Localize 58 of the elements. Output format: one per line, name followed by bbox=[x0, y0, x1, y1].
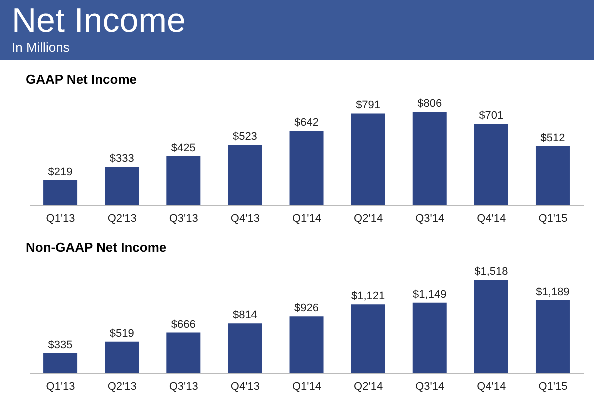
bar bbox=[166, 332, 201, 374]
bar bbox=[166, 156, 201, 206]
data-label: $642 bbox=[294, 117, 320, 130]
chart-title: Non-GAAP Net Income bbox=[25, 240, 168, 257]
x-tick-label: Q1'14 bbox=[292, 380, 322, 393]
data-label: $814 bbox=[232, 310, 258, 322]
data-label: $512 bbox=[540, 132, 566, 144]
data-label: $1,189 bbox=[536, 286, 570, 298]
data-label: $333 bbox=[110, 153, 134, 166]
data-label: $1,518 bbox=[474, 266, 508, 278]
data-label: $219 bbox=[48, 166, 73, 178]
x-tick-label: Q1'14 bbox=[292, 212, 322, 225]
bar bbox=[44, 353, 78, 374]
x-tick-label: Q1'13 bbox=[46, 212, 76, 225]
data-label: $335 bbox=[48, 339, 73, 352]
bar bbox=[290, 316, 324, 374]
data-label: $519 bbox=[110, 328, 134, 340]
bar bbox=[474, 124, 508, 206]
x-tick-label: Q3'14 bbox=[416, 380, 445, 393]
x-tick-label: Q3'13 bbox=[169, 380, 198, 393]
bar bbox=[228, 145, 262, 206]
data-label: $1,121 bbox=[351, 290, 386, 303]
x-tick-label: Q4'14 bbox=[477, 212, 506, 225]
x-tick-label: Q4'13 bbox=[230, 380, 260, 393]
x-tick-label: Q2'13 bbox=[108, 380, 137, 393]
chart-title: GAAP Net Income bbox=[25, 72, 138, 89]
x-tick-label: Q1'15 bbox=[538, 212, 568, 225]
x-tick-label: Q1'15 bbox=[538, 380, 568, 393]
x-tick-label: Q2'14 bbox=[354, 380, 384, 393]
bar bbox=[351, 304, 386, 374]
x-tick-label: Q2'14 bbox=[354, 212, 384, 225]
data-label: $666 bbox=[171, 318, 196, 331]
bar bbox=[44, 180, 78, 206]
bar bbox=[228, 324, 262, 374]
text: In Millions bbox=[12, 40, 71, 55]
bar bbox=[474, 280, 508, 374]
bar bbox=[290, 131, 324, 206]
bar bbox=[536, 146, 570, 206]
x-tick-label: Q3'13 bbox=[169, 212, 198, 225]
data-label: $523 bbox=[232, 131, 258, 144]
bar bbox=[351, 114, 386, 206]
data-label: $425 bbox=[171, 142, 196, 154]
bar bbox=[412, 112, 447, 206]
data-label: $1,149 bbox=[413, 288, 447, 301]
data-label: $926 bbox=[294, 302, 320, 315]
x-tick-label: Q3'14 bbox=[416, 212, 445, 225]
data-label: $806 bbox=[418, 98, 442, 110]
x-tick-label: Q2'13 bbox=[108, 212, 137, 225]
text: Net Income bbox=[12, 2, 187, 40]
bar bbox=[412, 302, 447, 374]
x-tick-label: Q1'13 bbox=[46, 380, 76, 393]
bar bbox=[105, 342, 140, 374]
data-label: $791 bbox=[356, 100, 381, 112]
bar bbox=[105, 167, 140, 206]
x-tick-label: Q4'14 bbox=[477, 380, 506, 393]
x-tick-label: Q4'13 bbox=[230, 212, 260, 225]
data-label: $701 bbox=[479, 110, 504, 122]
bar bbox=[536, 300, 570, 374]
